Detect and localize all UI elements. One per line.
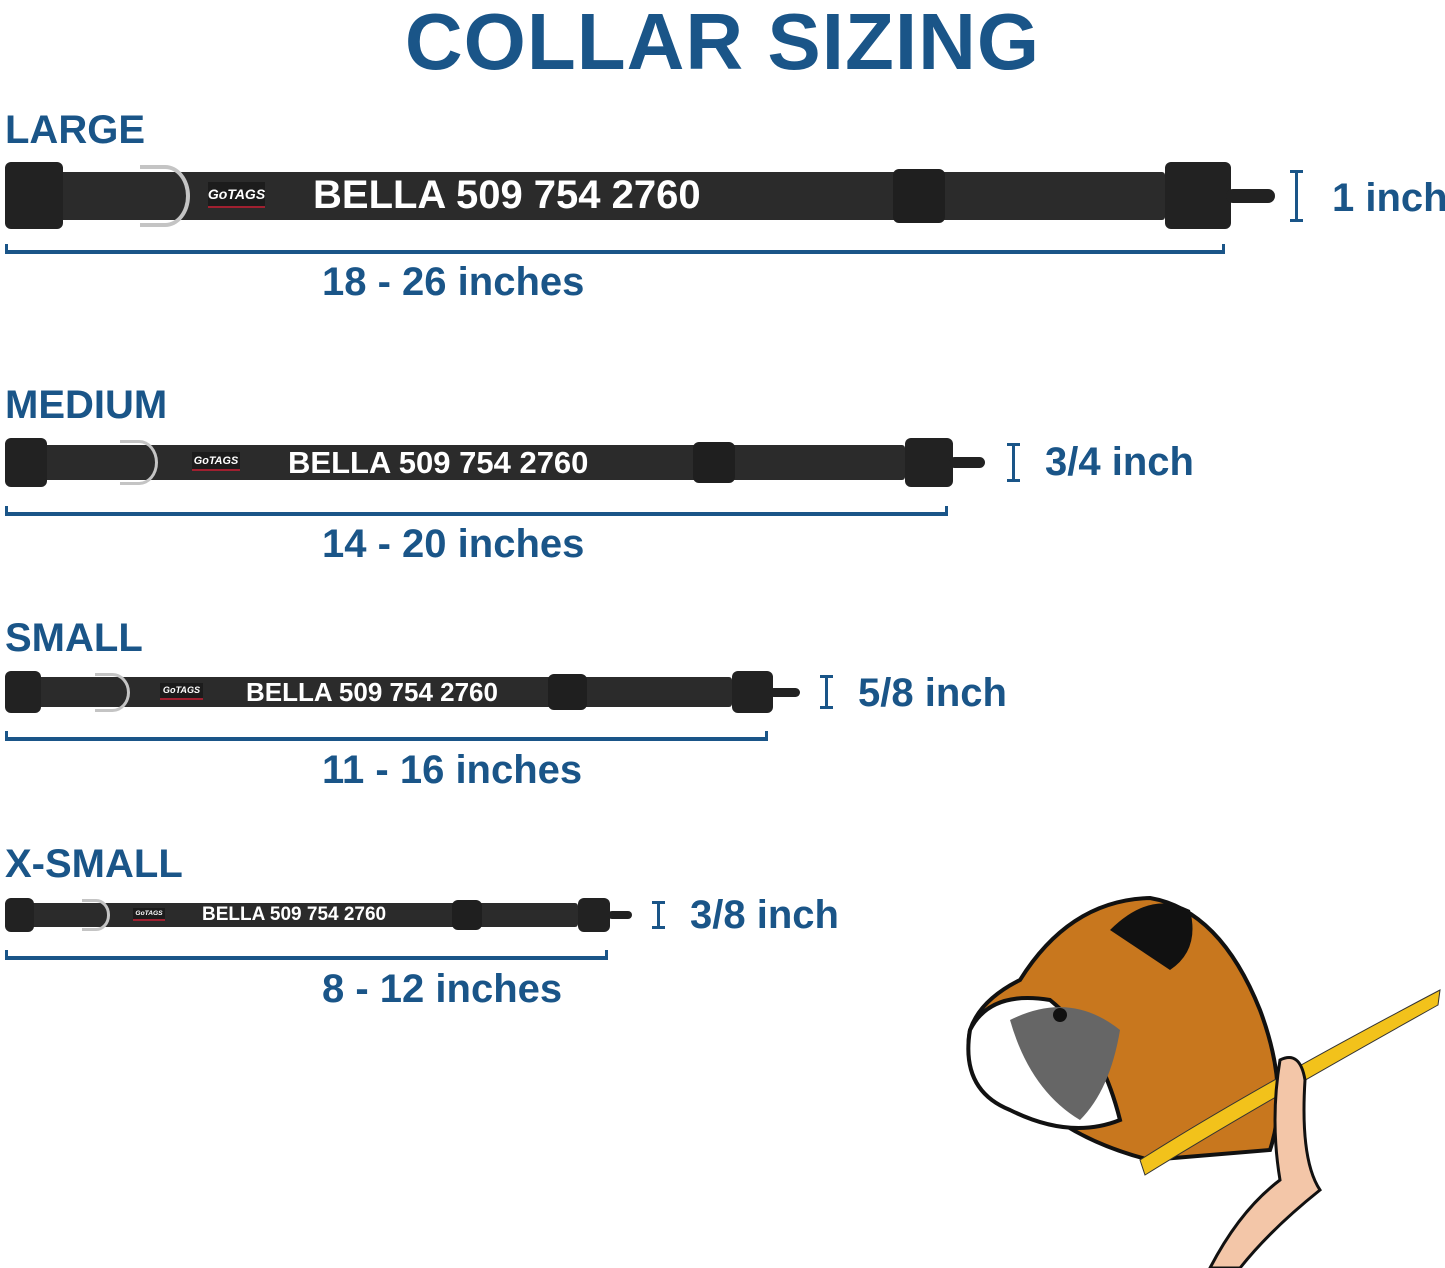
page-title: COLLAR SIZING xyxy=(404,0,1041,86)
d-ring xyxy=(140,164,190,228)
size-label: X-SMALL xyxy=(5,842,183,886)
size-label: LARGE xyxy=(5,108,145,152)
width-indicator xyxy=(652,901,665,929)
dog-ear xyxy=(1110,903,1193,970)
collar-left-buckle xyxy=(5,898,34,932)
length-measure-line xyxy=(5,506,948,516)
width-label: 3/4 inch xyxy=(1045,440,1194,484)
collar-strap xyxy=(5,172,1165,220)
collar-engraved-text: BELLA 509 754 2760 xyxy=(313,172,701,217)
collar-left-buckle xyxy=(5,671,41,713)
collar-release-buckle xyxy=(905,438,953,487)
gotags-logo: GoTAGS xyxy=(160,683,203,700)
length-range-label: 8 - 12 inches xyxy=(322,967,563,1011)
collar-left-buckle xyxy=(5,162,63,230)
hand xyxy=(1208,1056,1323,1268)
collar-buckle-prongs xyxy=(1225,188,1275,204)
width-label: 5/8 inch xyxy=(858,671,1007,715)
d-ring xyxy=(95,672,130,712)
boxer-dog-illustration xyxy=(966,895,1441,1268)
length-range-label: 14 - 20 inches xyxy=(322,522,585,566)
collar-engraved-text: BELLA 509 754 2760 xyxy=(202,903,387,925)
collar-buckle-prongs xyxy=(769,687,800,697)
length-range-label: 11 - 16 inches xyxy=(322,748,583,792)
collar-slider xyxy=(893,169,945,223)
collar-left-buckle xyxy=(5,438,47,487)
width-label: 3/8 inch xyxy=(690,893,839,937)
d-ring xyxy=(120,439,158,486)
collar-buckle-prongs xyxy=(607,911,632,919)
length-measure-line xyxy=(5,244,1225,254)
gotags-logo: GoTAGS xyxy=(192,452,240,472)
width-indicator xyxy=(1290,170,1303,222)
collar-slider xyxy=(452,900,482,930)
collar-release-buckle xyxy=(732,671,773,713)
length-range-label: 18 - 26 inches xyxy=(322,260,585,304)
collar-buckle-prongs xyxy=(949,457,985,468)
collar-engraved-text: BELLA 509 754 2760 xyxy=(288,444,589,480)
length-measure-line xyxy=(5,731,768,741)
length-measure-line xyxy=(5,950,608,960)
gotags-logo: GoTAGS xyxy=(133,907,165,921)
width-label: 1 inch xyxy=(1332,176,1445,220)
d-ring xyxy=(82,899,110,931)
size-label: MEDIUM xyxy=(5,383,168,427)
width-indicator xyxy=(1007,443,1020,482)
collar-engraved-text: BELLA 509 754 2760 xyxy=(246,676,498,707)
dog-mask xyxy=(1010,1007,1120,1120)
collar-slider xyxy=(693,442,735,483)
collar-release-buckle xyxy=(578,898,611,932)
size-label: SMALL xyxy=(5,616,143,660)
width-indicator xyxy=(820,675,833,709)
gotags-logo: GoTAGS xyxy=(208,181,265,208)
collar-release-buckle xyxy=(1165,162,1231,230)
collar-slider xyxy=(548,674,587,710)
dog-eye xyxy=(1053,1008,1067,1022)
